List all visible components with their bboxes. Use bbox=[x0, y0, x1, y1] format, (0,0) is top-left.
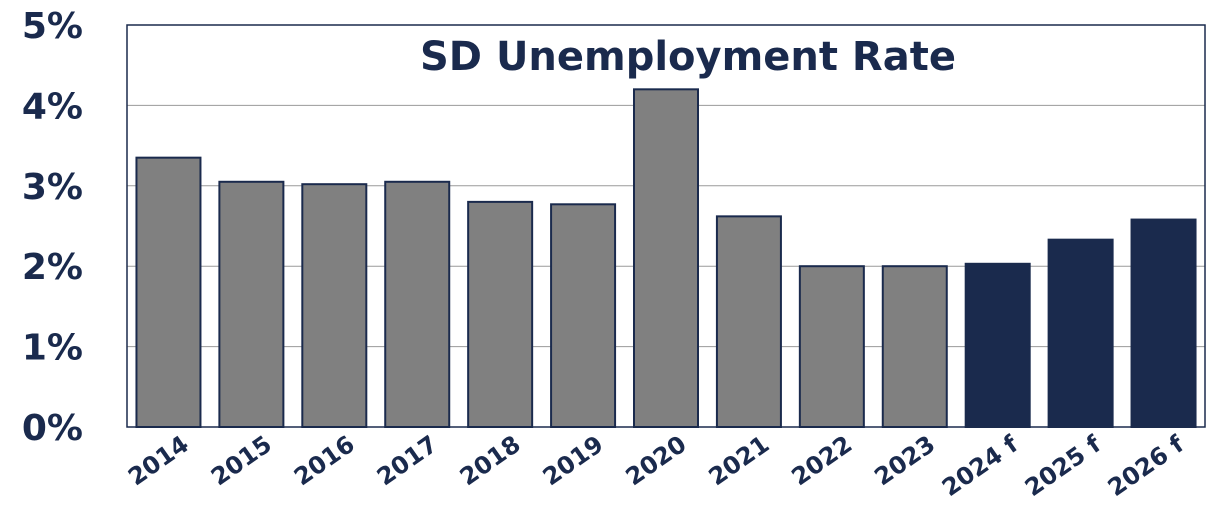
bar-2015 bbox=[218, 180, 285, 428]
bar-2018 bbox=[467, 200, 534, 428]
x-tick-label: 2024 f bbox=[937, 430, 1024, 502]
y-axis-tick-labels: 0% 1% 2% 3% 4% 5% bbox=[22, 6, 83, 449]
y-tick-label: 2% bbox=[22, 247, 83, 288]
y-tick-label: 0% bbox=[22, 408, 83, 449]
y-tick-label: 3% bbox=[22, 167, 83, 208]
bar-2017 bbox=[384, 180, 451, 428]
x-tick-label: 2015 bbox=[206, 430, 277, 491]
x-tick-label: 2014 bbox=[123, 430, 194, 491]
bar-2026-f bbox=[1130, 218, 1197, 428]
x-tick-label: 2022 bbox=[787, 430, 858, 491]
x-tick-label: 2018 bbox=[455, 430, 526, 491]
bar-2014 bbox=[135, 156, 202, 428]
bar-2025-f bbox=[1047, 238, 1114, 428]
bar-2020 bbox=[633, 88, 699, 428]
y-tick-label: 1% bbox=[22, 328, 83, 369]
x-tick-label: 2017 bbox=[372, 430, 443, 491]
x-tick-label: 2020 bbox=[621, 430, 692, 491]
bar-2016 bbox=[301, 183, 368, 428]
x-tick-label: 2016 bbox=[289, 430, 360, 491]
y-tick-label: 4% bbox=[22, 86, 83, 127]
bar-2023 bbox=[881, 265, 948, 429]
y-tick-label: 5% bbox=[22, 6, 83, 47]
x-tick-label: 2019 bbox=[538, 430, 609, 491]
x-tick-label: 2025 f bbox=[1020, 430, 1107, 502]
bar-2021 bbox=[715, 215, 782, 428]
chart-title: SD Unemployment Rate bbox=[420, 34, 956, 80]
bars bbox=[135, 88, 1197, 429]
x-tick-label: 2023 bbox=[869, 430, 940, 491]
x-tick-label: 2026 f bbox=[1103, 430, 1190, 502]
bar-2019 bbox=[550, 203, 617, 428]
bar-2022 bbox=[798, 265, 865, 429]
plot-frame bbox=[126, 24, 1206, 428]
x-axis-tick-labels: 2014 2015 2016 2017 2018 2019 2020 2021 2022 2023… bbox=[123, 430, 1189, 502]
x-tick-label: 2021 bbox=[704, 430, 775, 491]
bar-2024-f bbox=[964, 262, 1031, 428]
